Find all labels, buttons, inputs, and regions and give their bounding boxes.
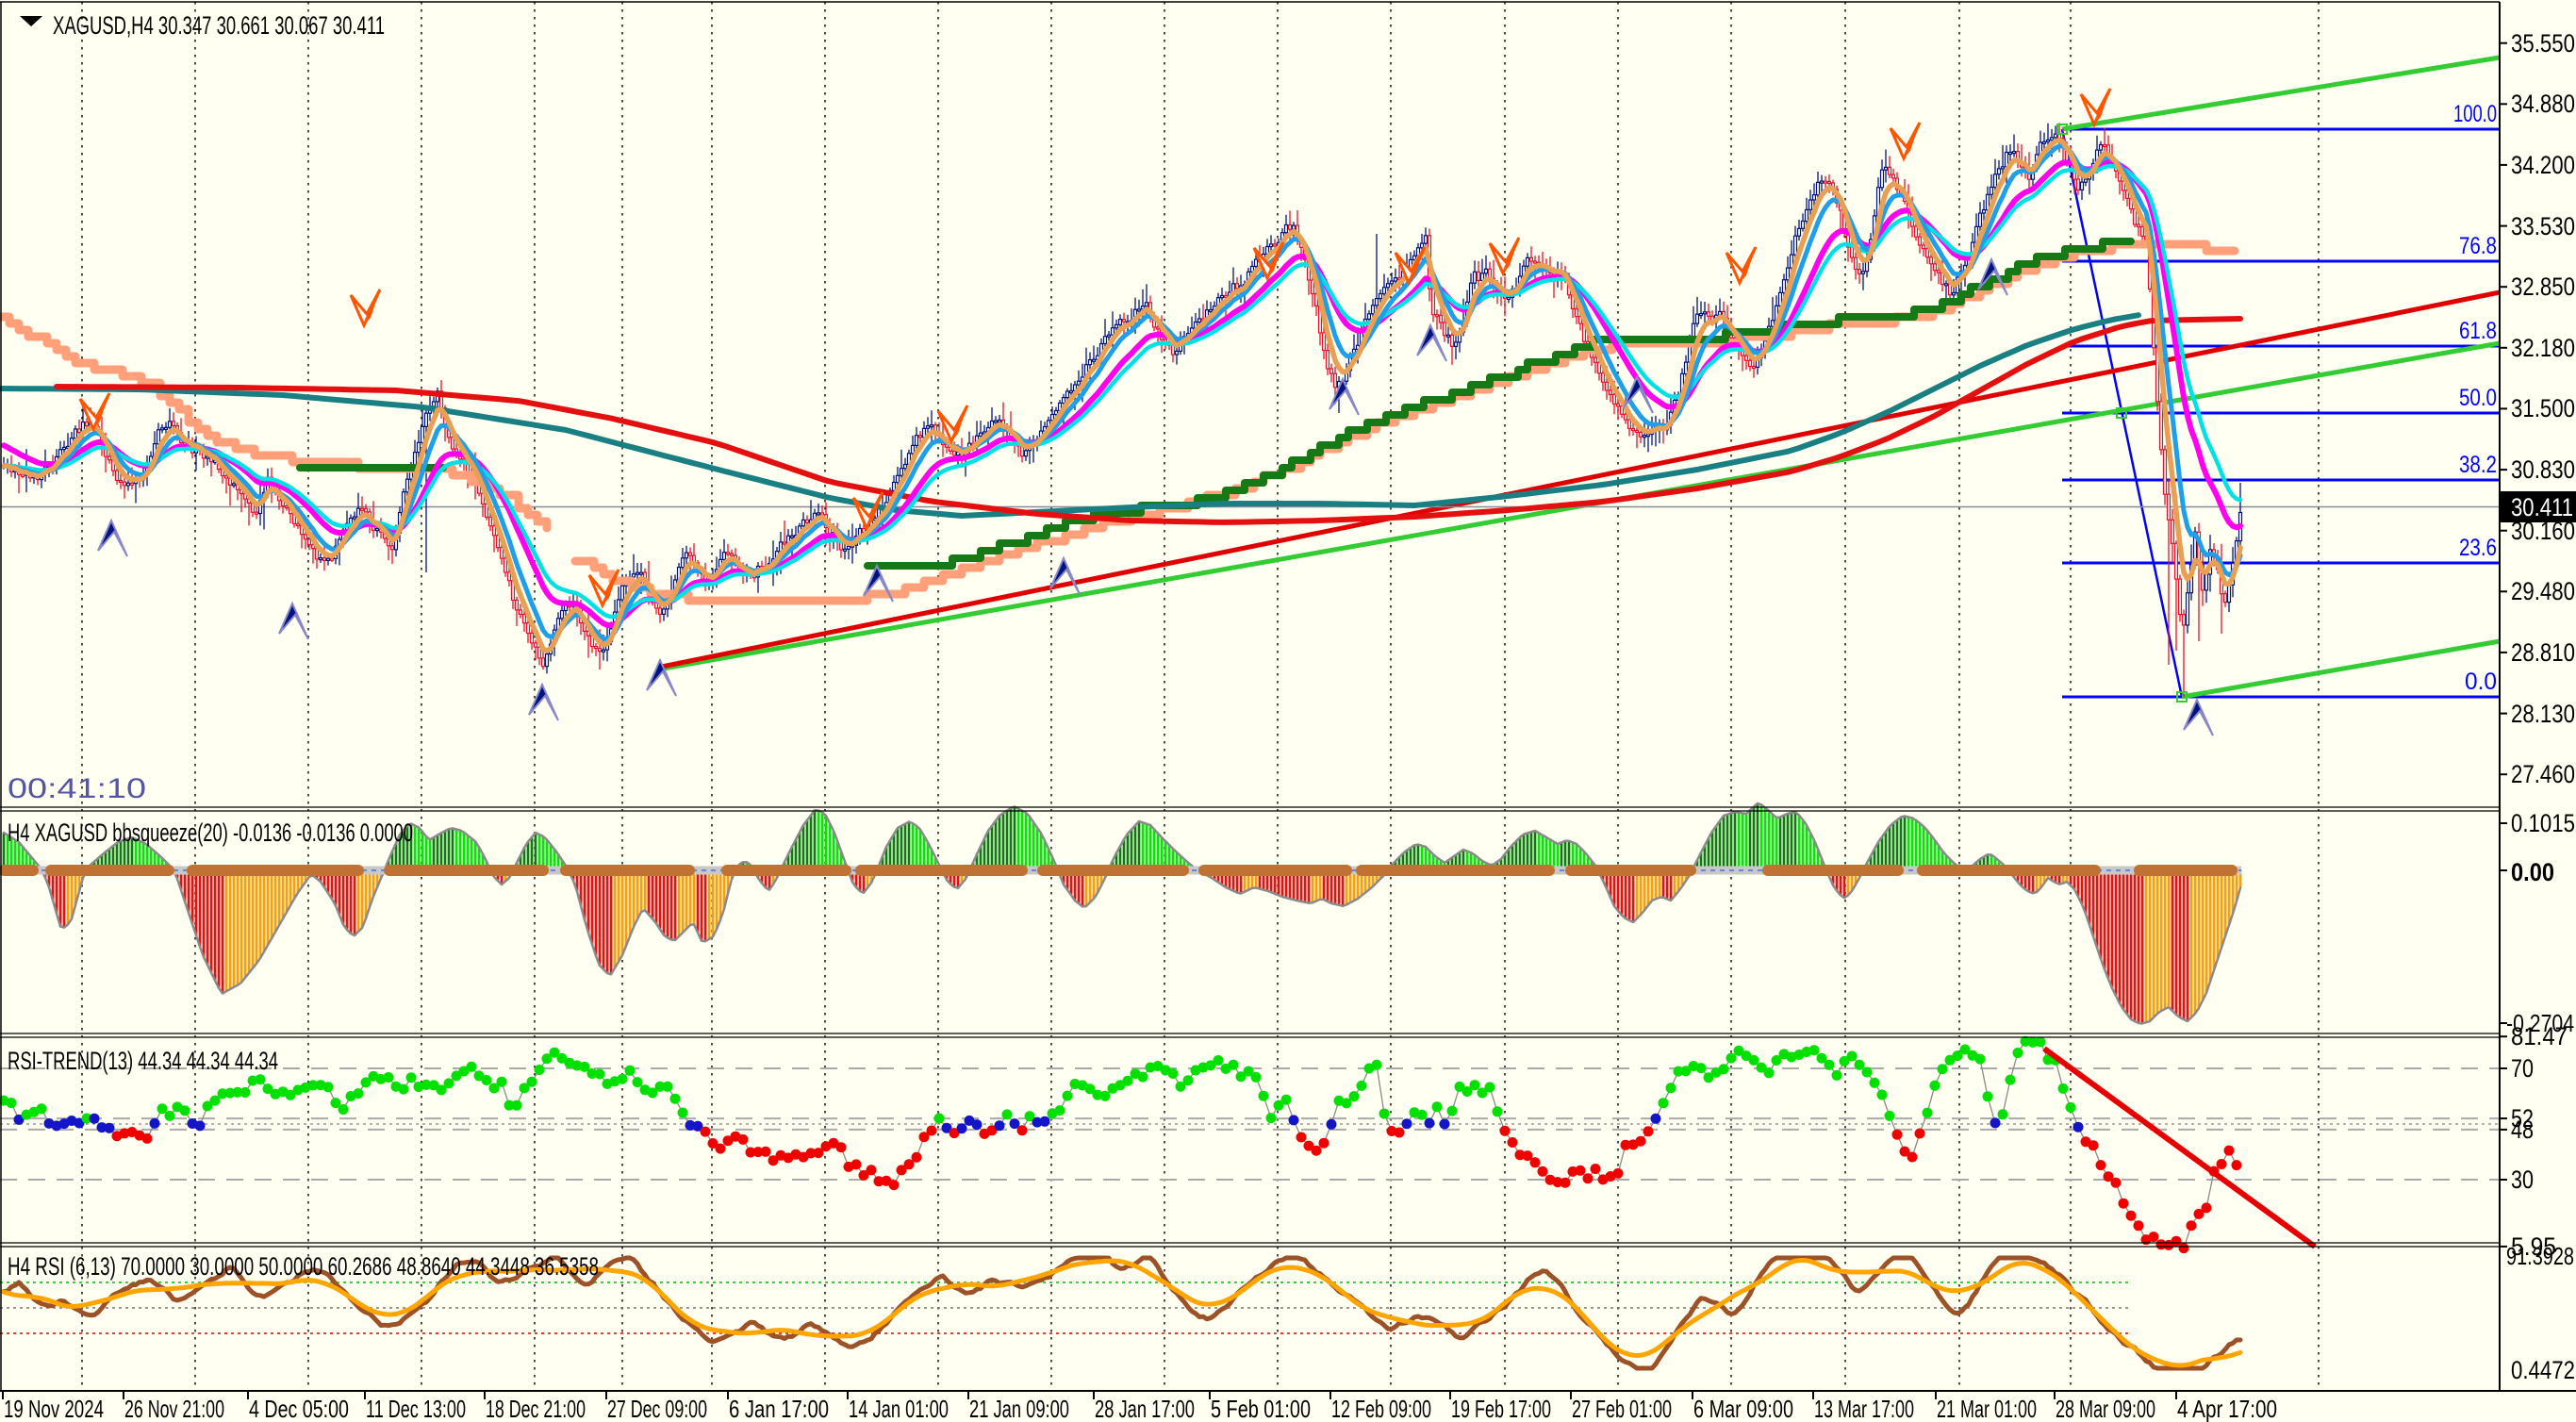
- svg-text:RSI-TREND(13) 44.34 44.34 44.3: RSI-TREND(13) 44.34 44.34 44.34: [8, 1047, 278, 1075]
- svg-text:30.830: 30.830: [2511, 455, 2575, 484]
- svg-text:100.0: 100.0: [2453, 101, 2497, 127]
- svg-text:38.2: 38.2: [2459, 452, 2497, 478]
- svg-text:28 Jan 17:00: 28 Jan 17:00: [1095, 1395, 1195, 1422]
- svg-text:23.6: 23.6: [2459, 535, 2497, 561]
- svg-text:0.0: 0.0: [2465, 669, 2497, 695]
- svg-text:32.850: 32.850: [2511, 273, 2575, 301]
- svg-text:28 Mar 09:00: 28 Mar 09:00: [2056, 1395, 2155, 1422]
- svg-text:19 Feb 17:00: 19 Feb 17:00: [1451, 1395, 1551, 1422]
- svg-text:14 Jan 01:00: 14 Jan 01:00: [849, 1395, 949, 1422]
- svg-text:31.500: 31.500: [2511, 394, 2575, 422]
- svg-text:4 Apr 17:00: 4 Apr 17:00: [2177, 1395, 2277, 1422]
- svg-text:-0.2704: -0.2704: [2506, 1009, 2574, 1037]
- svg-text:27.460: 27.460: [2511, 760, 2575, 788]
- svg-text:28.810: 28.810: [2511, 638, 2575, 667]
- svg-text:11 Dec 13:00: 11 Dec 13:00: [366, 1395, 466, 1422]
- svg-text:48: 48: [2511, 1116, 2534, 1144]
- svg-text:XAGUSD,H4 30.347 30.661 30.06: XAGUSD,H4 30.347 30.661 30.067 30.411: [53, 11, 385, 40]
- svg-text:30: 30: [2511, 1166, 2534, 1194]
- svg-text:0.1015: 0.1015: [2511, 809, 2575, 837]
- svg-text:28.130: 28.130: [2511, 700, 2575, 728]
- svg-text:27 Feb 01:00: 27 Feb 01:00: [1572, 1395, 1672, 1422]
- svg-text:4 Dec 05:00: 4 Dec 05:00: [249, 1395, 349, 1422]
- svg-text:81.47: 81.47: [2511, 1022, 2568, 1050]
- svg-text:0.4472: 0.4472: [2511, 1356, 2575, 1384]
- svg-text:H4 XAGUSD bbsqueeze(20) -0.013: H4 XAGUSD bbsqueeze(20) -0.0136 -0.0136 …: [8, 818, 413, 847]
- svg-text:0.00: 0.00: [2511, 858, 2554, 886]
- svg-text:70: 70: [2511, 1054, 2534, 1083]
- svg-text:5 Feb 01:00: 5 Feb 01:00: [1211, 1395, 1311, 1422]
- svg-text:52: 52: [2511, 1104, 2534, 1133]
- svg-text:29.480: 29.480: [2511, 577, 2575, 605]
- svg-text:6 Jan 17:00: 6 Jan 17:00: [729, 1395, 829, 1422]
- svg-text:6 Mar 09:00: 6 Mar 09:00: [1693, 1395, 1793, 1422]
- svg-text:61.8: 61.8: [2459, 318, 2497, 344]
- svg-text:50.0: 50.0: [2459, 385, 2497, 411]
- svg-text:12 Feb 09:00: 12 Feb 09:00: [1331, 1395, 1431, 1422]
- svg-text:5.95: 5.95: [2511, 1232, 2556, 1261]
- svg-text:H4 RSI (6,13) 70.0000 30.0000: H4 RSI (6,13) 70.0000 30.0000 50.0000 60…: [8, 1252, 599, 1281]
- svg-text:13 Mar 17:00: 13 Mar 17:00: [1814, 1395, 1914, 1422]
- svg-text:19 Nov 2024: 19 Nov 2024: [4, 1395, 104, 1422]
- svg-text:34.880: 34.880: [2511, 90, 2575, 118]
- svg-text:91.3928: 91.3928: [2506, 1242, 2574, 1270]
- svg-text:33.530: 33.530: [2511, 212, 2575, 240]
- svg-text:27 Dec 09:00: 27 Dec 09:00: [607, 1395, 707, 1422]
- svg-text:30.411: 30.411: [2511, 493, 2573, 521]
- svg-text:18 Dec 21:00: 18 Dec 21:00: [486, 1395, 586, 1422]
- svg-text:21 Jan 09:00: 21 Jan 09:00: [969, 1395, 1069, 1422]
- svg-text:26 Nov 21:00: 26 Nov 21:00: [124, 1395, 224, 1422]
- svg-text:35.550: 35.550: [2511, 29, 2575, 58]
- svg-text:00:41:10: 00:41:10: [8, 773, 146, 804]
- svg-text:76.8: 76.8: [2459, 233, 2497, 259]
- svg-text:21 Mar 01:00: 21 Mar 01:00: [1937, 1395, 2037, 1422]
- svg-text:34.200: 34.200: [2511, 151, 2575, 179]
- svg-text:32.180: 32.180: [2511, 334, 2575, 362]
